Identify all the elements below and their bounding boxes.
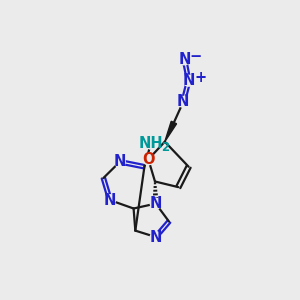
- Text: N: N: [182, 73, 195, 88]
- Text: −: −: [190, 49, 202, 64]
- Circle shape: [183, 75, 194, 86]
- Circle shape: [105, 195, 116, 206]
- Text: N: N: [149, 196, 162, 211]
- Text: N: N: [104, 193, 116, 208]
- Polygon shape: [165, 121, 177, 142]
- Text: NH: NH: [139, 136, 163, 151]
- Text: +: +: [194, 70, 206, 85]
- Text: O: O: [142, 152, 154, 167]
- Circle shape: [150, 198, 161, 209]
- Circle shape: [179, 54, 190, 65]
- Text: N: N: [178, 52, 191, 67]
- Text: N: N: [177, 94, 189, 110]
- Circle shape: [178, 97, 189, 107]
- Text: N: N: [114, 154, 126, 169]
- Circle shape: [114, 156, 125, 167]
- Circle shape: [150, 232, 161, 242]
- Text: 2: 2: [160, 141, 169, 154]
- Circle shape: [146, 138, 156, 149]
- Circle shape: [143, 154, 154, 165]
- Text: N: N: [149, 230, 162, 244]
